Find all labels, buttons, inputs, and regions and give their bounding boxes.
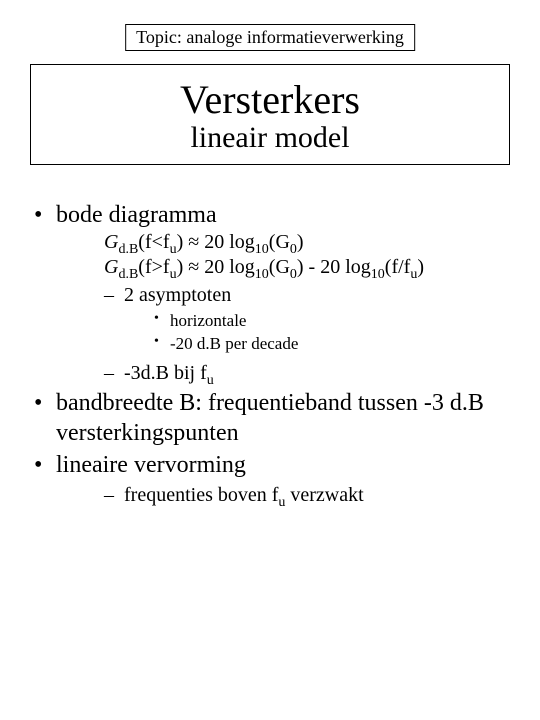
f2-logsub: 10 bbox=[255, 267, 269, 282]
f1-r2: (G bbox=[269, 231, 290, 253]
content-area: bode diagramma Gd.B(f<fu) ≈ 20 log10(G0)… bbox=[34, 200, 510, 510]
bullet-list-lvl2-b: frequenties boven fu verzwakt bbox=[56, 482, 510, 508]
bullet-minus20db: -20 d.B per decade bbox=[154, 333, 510, 356]
f2-close: ) bbox=[177, 256, 189, 278]
f2-g: G bbox=[104, 256, 118, 278]
f2-r3: ) - 20 log bbox=[297, 256, 371, 278]
formula-line-2: Gd.B(f>fu) ≈ 20 log10(G0) - 20 log10(f/f… bbox=[56, 255, 510, 280]
topic-box: Topic: analoge informatieverwerking bbox=[125, 24, 415, 51]
bullet-bandbreedte-text: bandbreedte B: frequentieband tussen -3 … bbox=[56, 390, 484, 446]
bullet-asymptoten-text: 2 asymptoten bbox=[124, 284, 231, 306]
slide-page: Topic: analoge informatieverwerking Vers… bbox=[0, 0, 540, 720]
bullet-asymptoten: 2 asymptoten horizontale -20 d.B per dec… bbox=[104, 282, 510, 356]
title-main: Versterkers bbox=[31, 79, 509, 121]
f2-fsub: u bbox=[170, 267, 177, 282]
f1-open: (f<f bbox=[138, 231, 169, 253]
formula-line-1: Gd.B(f<fu) ≈ 20 log10(G0) bbox=[56, 230, 510, 255]
title-sub: lineair model bbox=[31, 121, 509, 154]
f2-logsub2: 10 bbox=[371, 267, 385, 282]
f1-g: G bbox=[104, 231, 118, 253]
f2-r2: (G bbox=[269, 256, 290, 278]
bullet-bode-text: bode diagramma bbox=[56, 202, 217, 228]
f1-r1: 20 log bbox=[199, 231, 255, 253]
f2-r4: (f/f bbox=[385, 256, 411, 278]
f1-approx: ≈ bbox=[188, 231, 199, 253]
bullet-minus3db-sub: u bbox=[207, 373, 214, 388]
bullet-horizontale: horizontale bbox=[154, 310, 510, 333]
bullet-minus3db: -3d.B bij fu bbox=[104, 360, 510, 386]
bullet-vervorming: lineaire vervorming frequenties boven fu… bbox=[34, 450, 510, 508]
bullet-verzwakt: frequenties boven fu verzwakt bbox=[104, 482, 510, 508]
topic-text: Topic: analoge informatieverwerking bbox=[136, 27, 404, 47]
bullet-bandbreedte: bandbreedte B: frequentieband tussen -3 … bbox=[34, 388, 510, 448]
bullet-list-lvl2-a: 2 asymptoten horizontale -20 d.B per dec… bbox=[56, 282, 510, 386]
f2-r5: ) bbox=[417, 256, 424, 278]
bullet-verzwakt-pre: frequenties boven f bbox=[124, 484, 278, 506]
f2-approx: ≈ bbox=[188, 256, 199, 278]
bullet-verzwakt-post: verzwakt bbox=[285, 484, 363, 506]
f1-close: ) bbox=[177, 231, 189, 253]
bullet-bode: bode diagramma Gd.B(f<fu) ≈ 20 log10(G0)… bbox=[34, 200, 510, 386]
f2-open: (f>f bbox=[138, 256, 169, 278]
title-box: Versterkers lineair model bbox=[30, 64, 510, 165]
f2-gsub: d.B bbox=[118, 267, 138, 282]
bullet-list-lvl1: bode diagramma Gd.B(f<fu) ≈ 20 log10(G0)… bbox=[34, 200, 510, 508]
f1-r3: ) bbox=[297, 231, 304, 253]
f2-g0sub: 0 bbox=[290, 267, 297, 282]
f2-r1: 20 log bbox=[199, 256, 255, 278]
bullet-minus3db-pre: -3d.B bij f bbox=[124, 362, 207, 384]
bullet-vervorming-text: lineaire vervorming bbox=[56, 452, 246, 478]
bullet-list-lvl3: horizontale -20 d.B per decade bbox=[124, 310, 510, 356]
